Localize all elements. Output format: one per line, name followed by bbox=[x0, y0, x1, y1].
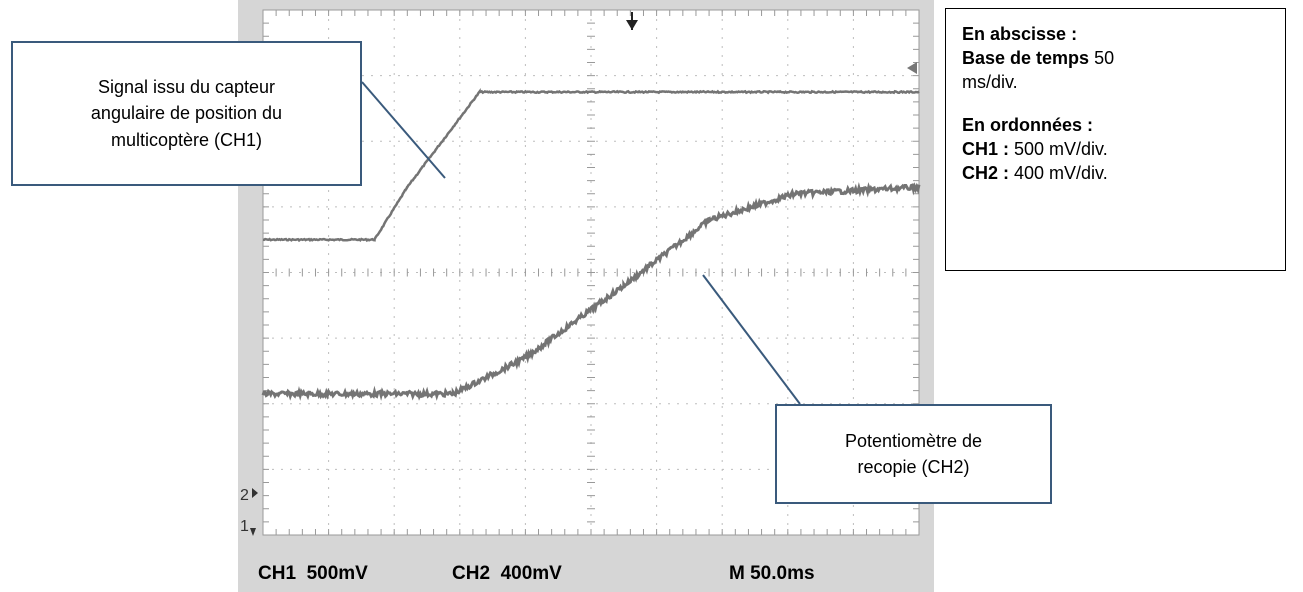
callout-pointers bbox=[361, 81, 801, 405]
abscisse-title: En abscisse : bbox=[962, 24, 1078, 44]
status-ch1-scale: CH1 500mV bbox=[258, 563, 368, 584]
status-ch2-scale: CH2 400mV bbox=[452, 563, 562, 584]
base-temps-value: 50 bbox=[1089, 47, 1115, 68]
trace-ch1 bbox=[262, 87, 920, 243]
callout-ch2-line: recopie (CH2) bbox=[857, 457, 970, 477]
status-timebase: M 50.0ms bbox=[729, 563, 815, 584]
ch1-scale-value: 500 mV/div. bbox=[1009, 139, 1108, 159]
ch1-ground-marker: 1 bbox=[240, 518, 249, 535]
callout-ch1-line: multicoptère (CH1) bbox=[110, 129, 263, 150]
callout-ch1-line: Signal issu du capteur bbox=[97, 77, 276, 98]
callout-ch1-line: angulaire de position du bbox=[90, 103, 283, 124]
ordonnees-title: En ordonnées : bbox=[962, 115, 1094, 136]
callout-ch2-line: Potentiomètre de bbox=[844, 430, 983, 451]
ch2-ground-marker: 2 bbox=[240, 487, 249, 504]
callout-ch2-potentiometer: Potentiomètre de recopie (CH2) bbox=[775, 404, 1052, 504]
callout-pointer-ch2 bbox=[702, 274, 801, 405]
base-temps-label: Base de temps bbox=[962, 47, 1090, 68]
ch2-scale-label: CH2 : bbox=[962, 162, 1010, 183]
trace-ch2 bbox=[261, 181, 921, 401]
base-temps-unit: ms/div. bbox=[962, 71, 1018, 92]
callout-pointer-ch1 bbox=[361, 81, 446, 179]
trigger-marker-top bbox=[626, 12, 638, 30]
trigger-level-arrow bbox=[907, 62, 917, 74]
scale-info-box: En abscisse : Base de temps 50 ms/div. E… bbox=[945, 8, 1286, 271]
callout-ch1-signal: Signal issu du capteur angulaire de posi… bbox=[11, 41, 362, 186]
screen-border bbox=[262, 9, 920, 536]
traces bbox=[261, 87, 921, 401]
ch1-scale-label: CH1 : bbox=[962, 139, 1010, 159]
ch2-scale-value: 400 mV/div. bbox=[1009, 162, 1108, 183]
